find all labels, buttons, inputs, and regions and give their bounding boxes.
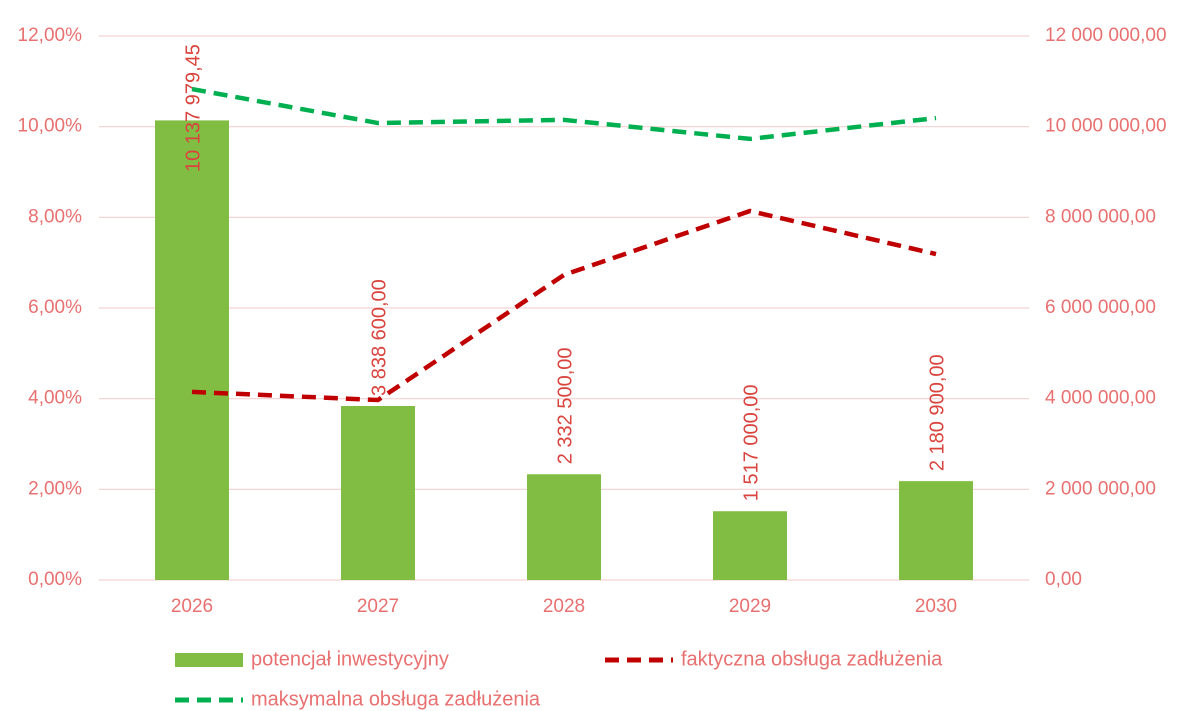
x-tick-label: 2030 xyxy=(915,596,957,617)
y2-tick-label: 6 000 000,00 xyxy=(1045,297,1156,318)
line xyxy=(191,208,937,403)
y2-tick-label: 8 000 000,00 xyxy=(1045,206,1156,227)
bar xyxy=(155,120,229,581)
x-tick-label: 2027 xyxy=(357,596,399,617)
bar xyxy=(341,405,415,580)
y-tick-label: 0,00% xyxy=(28,569,82,590)
data-label: 2 332 500,00 xyxy=(554,347,576,464)
y2-tick-label: 12 000 000,00 xyxy=(1045,25,1167,46)
y-tick-label: 6,00% xyxy=(28,297,82,318)
legend-label: maksymalna obsługa zadłużenia xyxy=(251,688,541,710)
y2-tick-label: 10 000 000,00 xyxy=(1045,116,1167,137)
y-tick-label: 10,00% xyxy=(18,116,83,137)
bar xyxy=(527,474,601,580)
legend-label: faktyczna obsługa zadłużenia xyxy=(681,648,943,670)
y-tick-label: 12,00% xyxy=(18,25,83,46)
y-tick-label: 4,00% xyxy=(28,388,82,409)
bar xyxy=(899,481,973,580)
y-tick-label: 8,00% xyxy=(28,206,82,227)
data-label: 3 838 600,00 xyxy=(368,279,390,396)
data-label: 2 180 900,00 xyxy=(926,354,948,471)
y-tick-label: 2,00% xyxy=(28,478,82,499)
x-tick-label: 2026 xyxy=(171,596,213,617)
x-tick-label: 2029 xyxy=(729,596,771,617)
y2-tick-label: 4 000 000,00 xyxy=(1045,388,1156,409)
data-label: 1 517 000,00 xyxy=(740,384,762,501)
data-label: 10 137 979,45 xyxy=(182,44,204,172)
y2-tick-label: 0,00 xyxy=(1045,569,1082,590)
y2-tick-label: 2 000 000,00 xyxy=(1045,478,1156,499)
line xyxy=(191,86,937,142)
x-tick-label: 2028 xyxy=(543,596,585,617)
legend-swatch xyxy=(175,653,243,667)
bar xyxy=(713,511,787,580)
legend-label: potencjał inwestycyjny xyxy=(251,648,449,670)
